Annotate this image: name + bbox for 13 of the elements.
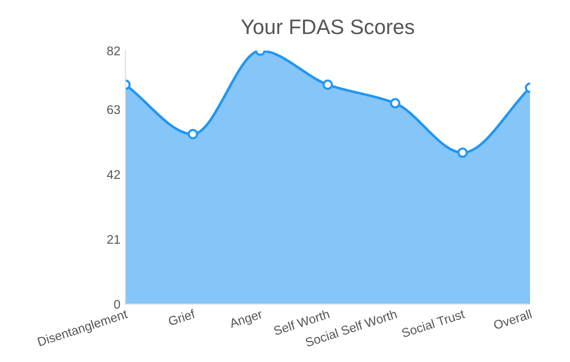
x-tick-label: Overall [492, 309, 532, 330]
y-tick-label: 63 [107, 105, 120, 114]
y-tick-label: 82 [107, 46, 120, 56]
x-tick-label: Grief [168, 308, 196, 326]
y-tick-label: 21 [107, 234, 120, 244]
point [322, 79, 333, 90]
y-tick-label: 0 [114, 300, 120, 309]
chart-title: Your FDAS Scores [241, 19, 414, 34]
x-tick-label: Anger [228, 309, 264, 330]
point [390, 98, 400, 108]
x-tick-label: Social Trust [401, 308, 466, 338]
y-tick-label: 42 [106, 170, 120, 179]
point [457, 147, 468, 158]
